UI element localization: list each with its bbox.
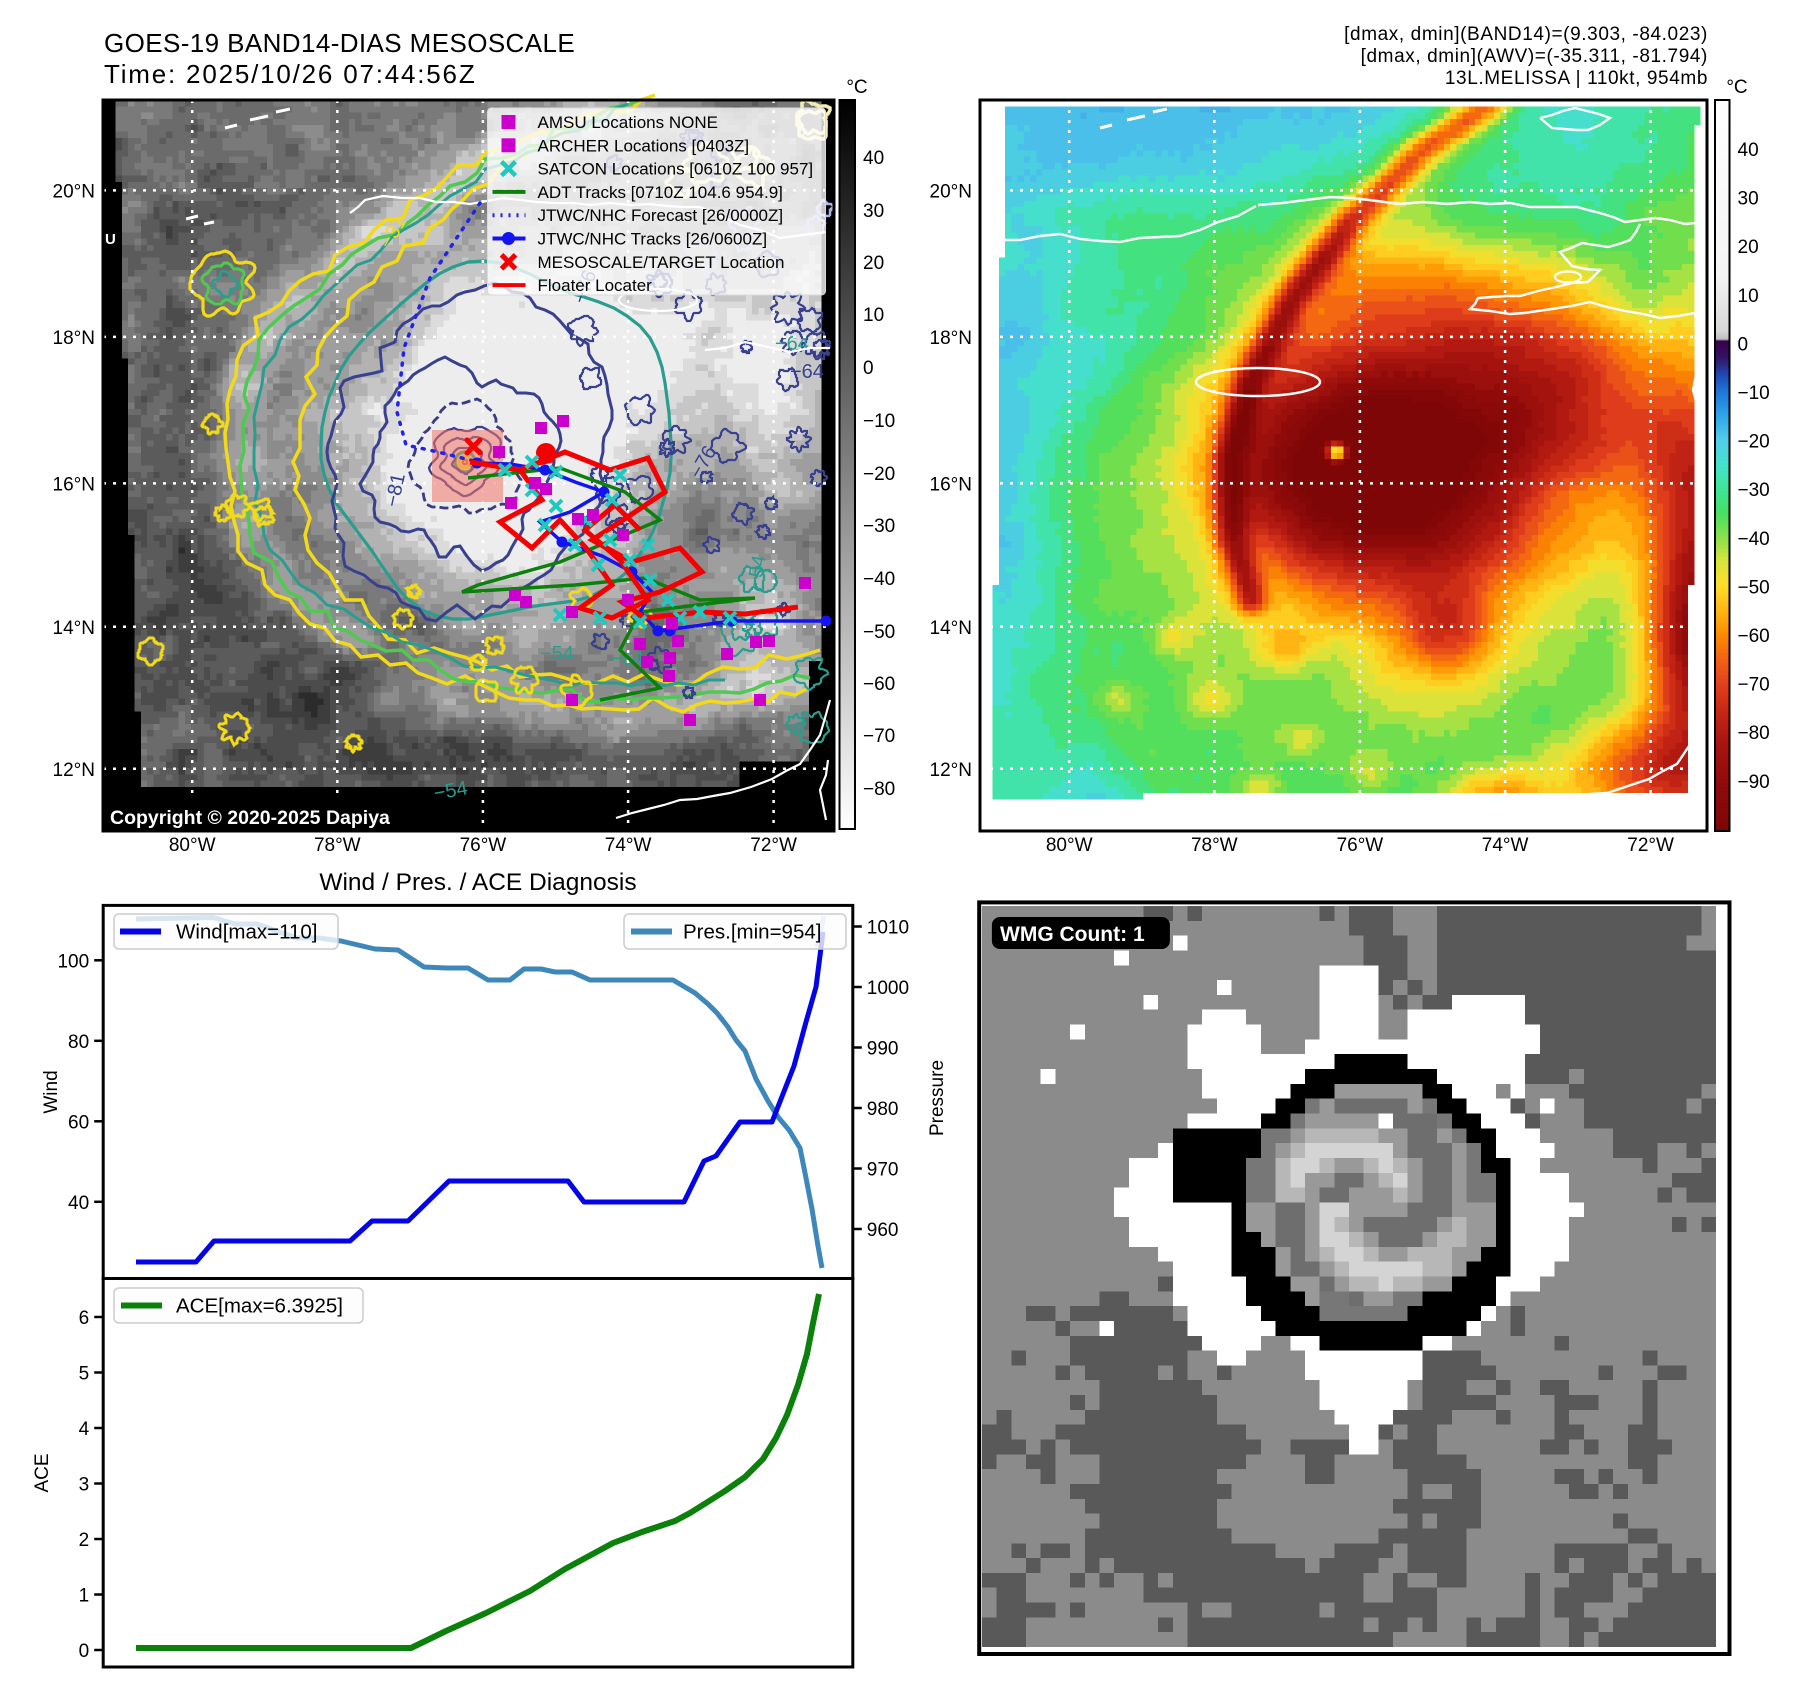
svg-text:1: 1	[79, 1586, 90, 1607]
svg-text:ADT Tracks [0710Z 104.6 954.9]: ADT Tracks [0710Z 104.6 954.9]	[538, 183, 783, 202]
svg-text:6: 6	[79, 1308, 90, 1329]
svg-text:Wind: Wind	[41, 1070, 62, 1113]
svg-text:Time: 2025/10/26 07:44:56Z: Time: 2025/10/26 07:44:56Z	[104, 59, 477, 89]
svg-text:JTWC/NHC Tracks [26/0600Z]: JTWC/NHC Tracks [26/0600Z]	[538, 230, 768, 249]
svg-text:−70: −70	[1738, 675, 1770, 696]
svg-text:0: 0	[79, 1641, 90, 1662]
svg-text:−64: −64	[790, 361, 824, 383]
svg-text:72°W: 72°W	[1627, 835, 1674, 856]
svg-text:78°W: 78°W	[1191, 835, 1238, 856]
svg-text:−54: −54	[540, 643, 574, 665]
svg-text:74°W: 74°W	[1482, 835, 1529, 856]
svg-text:−50: −50	[1738, 577, 1770, 598]
svg-text:970: 970	[867, 1160, 899, 1181]
svg-text:ARCHER Locations [0403Z]: ARCHER Locations [0403Z]	[538, 136, 750, 155]
svg-text:−90: −90	[1738, 772, 1770, 793]
svg-text:18°N: 18°N	[53, 328, 95, 349]
svg-text:−50: −50	[863, 622, 895, 643]
svg-text:78°W: 78°W	[314, 835, 361, 856]
svg-text:Floater Locater: Floater Locater	[538, 276, 653, 295]
svg-text:−20: −20	[863, 464, 895, 485]
svg-text:GOES-19 BAND14-DIAS MESOSCALE: GOES-19 BAND14-DIAS MESOSCALE	[104, 28, 575, 58]
svg-text:20: 20	[1738, 237, 1759, 258]
svg-text:100: 100	[57, 951, 89, 972]
svg-text:−70: −70	[863, 726, 895, 747]
svg-text:3: 3	[79, 1475, 90, 1496]
svg-text:MESOSCALE/TARGET Location: MESOSCALE/TARGET Location	[538, 253, 785, 272]
svg-text:ACE: ACE	[32, 1453, 53, 1492]
svg-text:−10: −10	[1738, 383, 1770, 404]
svg-text:990: 990	[867, 1039, 899, 1060]
svg-text:SATCON Locations [0610Z 100 95: SATCON Locations [0610Z 100 957]	[538, 160, 814, 179]
svg-text:74°W: 74°W	[605, 835, 652, 856]
svg-text:20: 20	[863, 253, 884, 274]
svg-text:Wind / Pres. / ACE Diagnosis: Wind / Pres. / ACE Diagnosis	[319, 869, 636, 896]
svg-text:80: 80	[68, 1032, 89, 1053]
svg-text:980: 980	[867, 1099, 899, 1120]
svg-text:20°N: 20°N	[53, 181, 95, 202]
svg-text:1010: 1010	[867, 918, 909, 939]
svg-text:5: 5	[79, 1364, 90, 1385]
svg-text:18°N: 18°N	[930, 328, 972, 349]
svg-text:−80: −80	[863, 779, 895, 800]
svg-text:−60: −60	[863, 674, 895, 695]
svg-text:AMSU Locations NONE: AMSU Locations NONE	[538, 113, 718, 132]
svg-text:−40: −40	[1738, 529, 1770, 550]
svg-text:Pres.[min=954]: Pres.[min=954]	[683, 921, 821, 944]
svg-text:JTWC/NHC Forecast [26/0000Z]: JTWC/NHC Forecast [26/0000Z]	[538, 206, 784, 225]
svg-text:80°W: 80°W	[169, 835, 216, 856]
svg-text:0: 0	[1738, 334, 1749, 355]
svg-text:30: 30	[1738, 189, 1759, 210]
svg-text:U: U	[105, 231, 116, 248]
svg-text:[dmax, dmin](AWV)=(-35.311, -8: [dmax, dmin](AWV)=(-35.311, -81.794)	[1361, 46, 1708, 67]
svg-text:14°N: 14°N	[53, 618, 95, 639]
svg-text:2: 2	[79, 1530, 90, 1551]
svg-text:0: 0	[863, 358, 874, 379]
svg-text:[dmax, dmin](BAND14)=(9.303, -: [dmax, dmin](BAND14)=(9.303, -84.023)	[1344, 24, 1708, 45]
svg-text:−80: −80	[1738, 723, 1770, 744]
svg-text:40: 40	[863, 148, 884, 169]
svg-text:12°N: 12°N	[930, 760, 972, 781]
svg-text:−40: −40	[863, 569, 895, 590]
svg-text:20°N: 20°N	[930, 181, 972, 202]
svg-text:30: 30	[863, 201, 884, 222]
svg-text:72°W: 72°W	[750, 835, 797, 856]
svg-text:13L.MELISSA | 110kt, 954mb: 13L.MELISSA | 110kt, 954mb	[1445, 68, 1708, 89]
svg-text:ACE[max=6.3925]: ACE[max=6.3925]	[176, 1295, 343, 1318]
svg-text:40: 40	[1738, 140, 1759, 161]
svg-text:Wind[max=110]: Wind[max=110]	[176, 921, 317, 944]
svg-text:°C: °C	[1726, 77, 1747, 98]
svg-text:60: 60	[68, 1112, 89, 1133]
svg-text:−20: −20	[1738, 432, 1770, 453]
svg-text:960: 960	[867, 1220, 899, 1241]
svg-text:14°N: 14°N	[930, 618, 972, 639]
svg-text:WMG Count: 1: WMG Count: 1	[1000, 923, 1145, 946]
svg-text:−10: −10	[863, 411, 895, 432]
svg-text:10: 10	[1738, 286, 1759, 307]
svg-text:−60: −60	[1738, 626, 1770, 647]
svg-text:Copyright © 2020-2025 Dapiya: Copyright © 2020-2025 Dapiya	[110, 807, 390, 829]
svg-text:16°N: 16°N	[930, 474, 972, 495]
svg-text:4: 4	[79, 1419, 90, 1440]
svg-text:76°W: 76°W	[460, 835, 507, 856]
svg-text:80°W: 80°W	[1046, 835, 1093, 856]
svg-text:°C: °C	[846, 77, 867, 98]
svg-text:−30: −30	[1738, 480, 1770, 501]
svg-text:12°N: 12°N	[53, 760, 95, 781]
svg-text:16°N: 16°N	[53, 474, 95, 495]
svg-text:Pressure: Pressure	[927, 1060, 948, 1136]
svg-text:1000: 1000	[867, 978, 909, 999]
svg-text:40: 40	[68, 1193, 89, 1214]
svg-text:76°W: 76°W	[1337, 835, 1384, 856]
svg-text:−30: −30	[863, 516, 895, 537]
svg-text:10: 10	[863, 305, 884, 326]
